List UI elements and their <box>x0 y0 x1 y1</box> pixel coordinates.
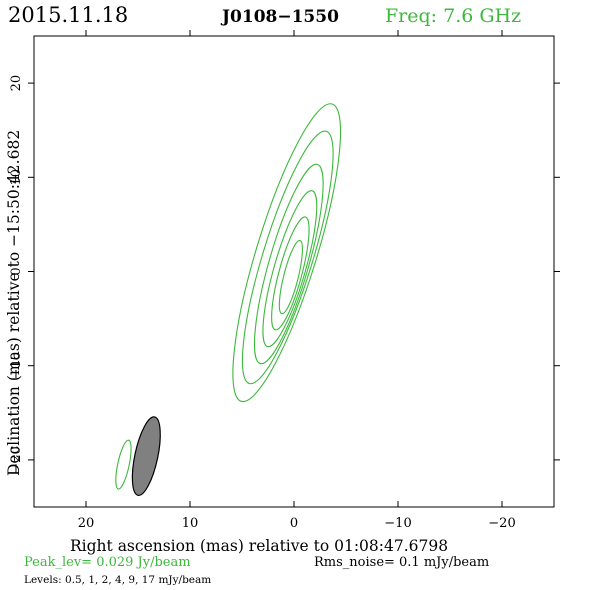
restoring-beam <box>131 416 161 496</box>
y-tick-label: 10 <box>9 169 24 186</box>
contour-level-9 <box>271 216 310 331</box>
contour-level-4 <box>262 190 318 348</box>
contour-level-0_5 <box>232 103 342 403</box>
y-tick-label: −20 <box>9 446 24 473</box>
y-tick-label: 0 <box>9 267 24 275</box>
date-label: 2015.11.18 <box>8 3 128 27</box>
frequency-label: Freq: 7.6 GHz <box>385 5 521 27</box>
plot-frame <box>33 35 555 508</box>
peak-level-label: Peak_lev= 0.029 Jy/beam <box>24 555 191 570</box>
beam-contour-outline <box>115 439 132 490</box>
y-axis-label: Declination (mas) relative to −15:50:42.… <box>5 130 23 476</box>
beam-ellipse <box>115 416 161 496</box>
x-tick-label: 0 <box>290 516 298 531</box>
axis-ticks <box>28 30 560 507</box>
x-tick-label: −10 <box>384 516 411 531</box>
levels-label: Levels: 0.5, 1, 2, 4, 9, 17 mJy/beam <box>24 574 211 586</box>
x-tick-label: 10 <box>182 516 199 531</box>
contour-level-1 <box>241 130 334 385</box>
y-tick-labels: 20 10 0 −10 −20 <box>9 75 24 474</box>
contour-lines <box>232 103 342 403</box>
x-axis-label: Right ascension (mas) relative to 01:08:… <box>70 537 448 555</box>
y-tick-label: −10 <box>9 352 24 379</box>
source-name: J0108−1550 <box>220 7 339 27</box>
y-tick-label: 20 <box>9 75 24 92</box>
rms-noise-label: Rms_noise= 0.1 mJy/beam <box>314 555 489 570</box>
contour-level-17 <box>278 239 303 315</box>
contour-level-2 <box>253 163 324 365</box>
x-tick-labels: 20 10 0 −10 −20 <box>78 516 516 531</box>
x-tick-label: 20 <box>78 516 95 531</box>
x-tick-label: −20 <box>488 516 515 531</box>
